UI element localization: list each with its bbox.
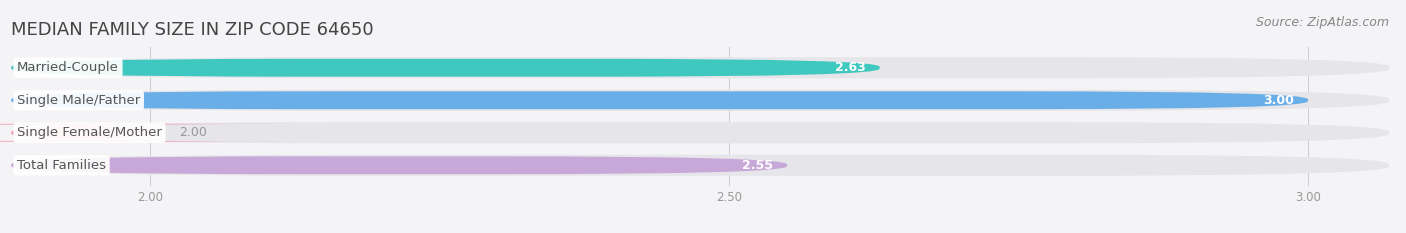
- Text: 2.00: 2.00: [179, 126, 207, 139]
- FancyBboxPatch shape: [11, 155, 1389, 176]
- Text: 2.63: 2.63: [835, 61, 866, 74]
- Text: Total Families: Total Families: [17, 159, 105, 172]
- FancyBboxPatch shape: [0, 124, 298, 142]
- Text: Married-Couple: Married-Couple: [17, 61, 120, 74]
- Text: 2.55: 2.55: [742, 159, 773, 172]
- Text: MEDIAN FAMILY SIZE IN ZIP CODE 64650: MEDIAN FAMILY SIZE IN ZIP CODE 64650: [11, 21, 374, 39]
- Text: Source: ZipAtlas.com: Source: ZipAtlas.com: [1256, 16, 1389, 29]
- Text: 3.00: 3.00: [1264, 94, 1294, 107]
- FancyBboxPatch shape: [11, 122, 1389, 143]
- FancyBboxPatch shape: [11, 57, 1389, 78]
- FancyBboxPatch shape: [11, 59, 880, 77]
- Text: Single Male/Father: Single Male/Father: [17, 94, 141, 107]
- FancyBboxPatch shape: [11, 91, 1308, 109]
- Text: Single Female/Mother: Single Female/Mother: [17, 126, 162, 139]
- FancyBboxPatch shape: [11, 156, 787, 174]
- FancyBboxPatch shape: [11, 90, 1389, 111]
